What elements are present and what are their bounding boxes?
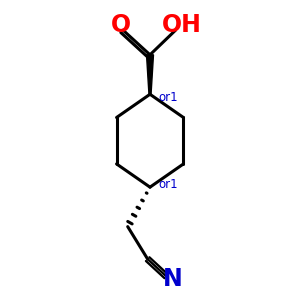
Text: N: N [162, 267, 182, 291]
Text: or1: or1 [158, 92, 178, 104]
Text: O: O [111, 13, 131, 37]
Text: or1: or1 [158, 178, 178, 191]
Text: OH: OH [162, 13, 202, 37]
Polygon shape [146, 55, 154, 94]
